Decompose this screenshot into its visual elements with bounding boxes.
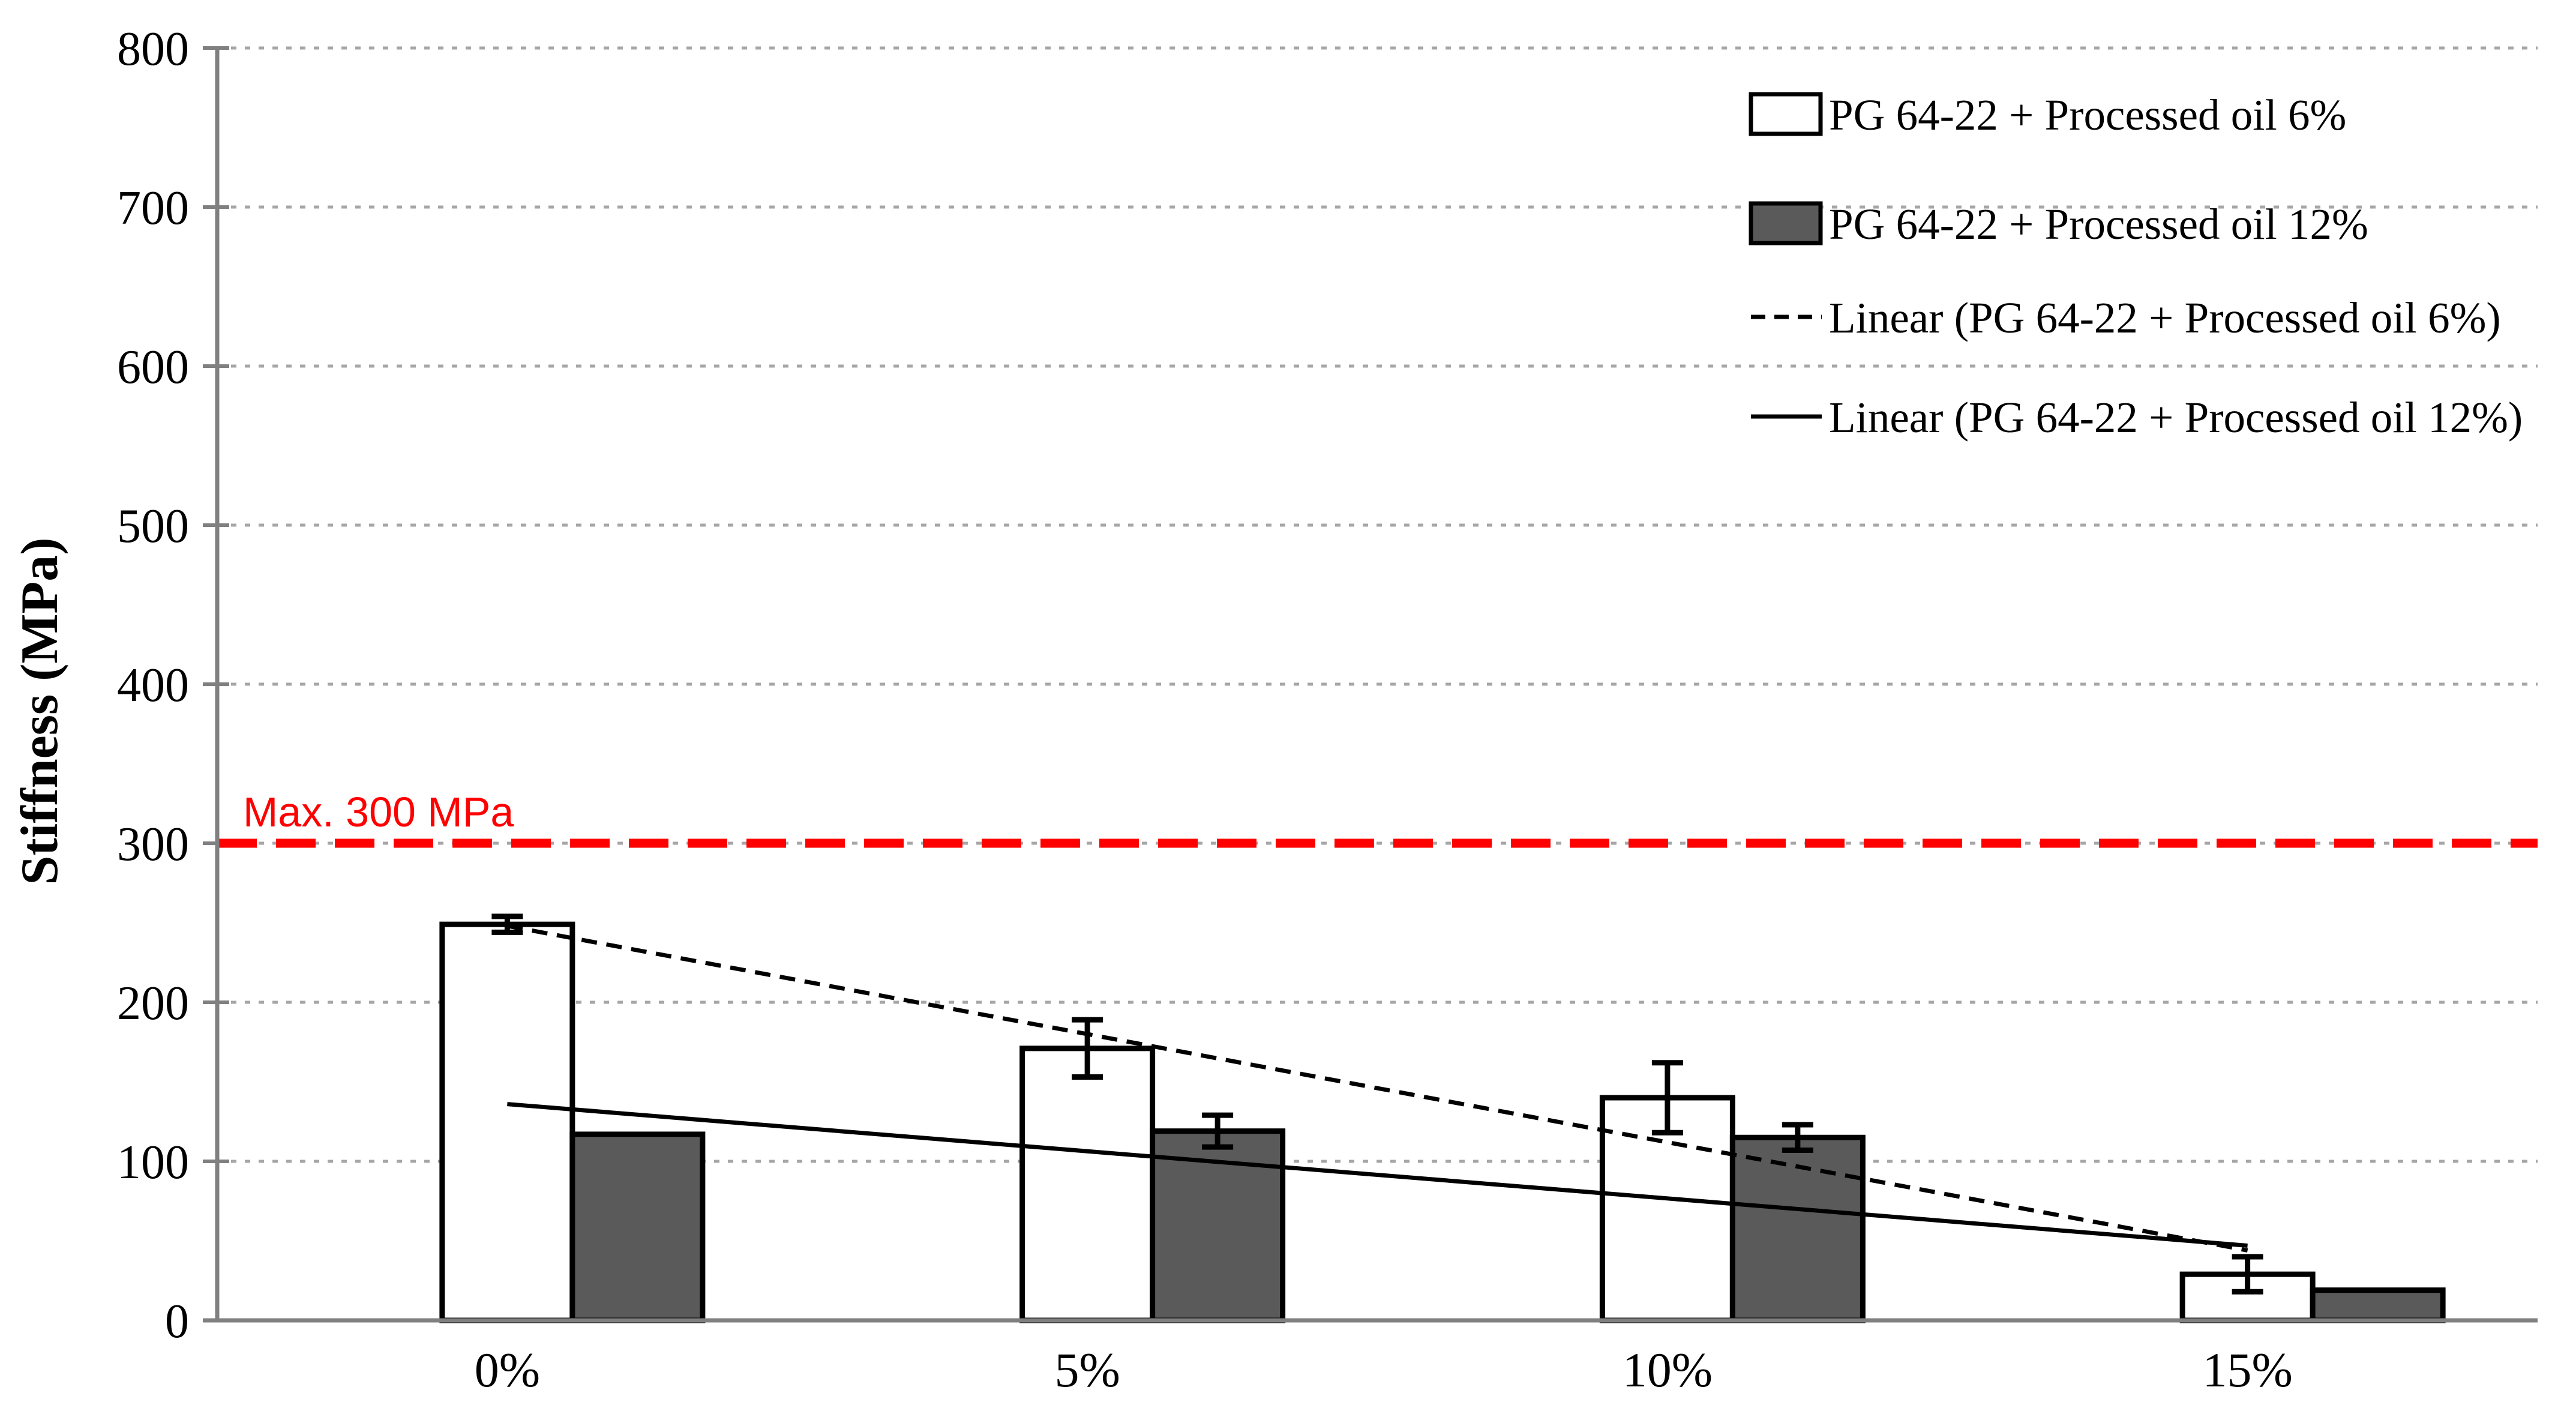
bar-series1-0%: [439, 921, 575, 1323]
y-axis-title: Stiffness (MPa): [11, 537, 69, 885]
y-tick-label: 100: [117, 1136, 189, 1189]
legend-series1-marker-swatch: [1749, 92, 1823, 136]
x-category-label: 15%: [2202, 1343, 2292, 1397]
y-tick-label: 400: [117, 659, 189, 712]
y-axis-labels: 0 100 200 300 400 500 600 700 800: [117, 23, 189, 1348]
y-tick-label: 500: [117, 500, 189, 553]
x-category-label: 0%: [475, 1343, 540, 1397]
trendline-solid: [507, 1102, 2248, 1248]
legend-trend-solid-label: Linear (PG 64-22 + Processed oil 12%): [1829, 393, 2523, 442]
bar-series2-15%: [2310, 1287, 2446, 1323]
legend-trend-dashed-entry: Linear (PG 64-22 + Processed oil 6%): [1751, 293, 2501, 342]
x-category-label: 5%: [1054, 1343, 1120, 1397]
y-tick-label: 200: [117, 977, 189, 1030]
y-tick-label: 300: [117, 818, 189, 871]
trendline-dashed: [506, 924, 2248, 1253]
bar-series1-5%: [1019, 1045, 1156, 1323]
legend-trend-solid-entry: Linear (PG 64-22 + Processed oil 12%): [1751, 393, 2523, 442]
legend-series2-label: PG 64-22 + Processed oil 12%: [1829, 200, 2368, 248]
y-tick-label: 700: [117, 182, 189, 235]
error-bars: [491, 913, 2263, 1295]
legend-series1-entry: PG 64-22 + Processed oil 6%: [1749, 91, 2346, 139]
x-axis-labels: 0% 5% 10% 15%: [475, 1343, 2293, 1397]
y-tick-label: 600: [117, 341, 189, 394]
bar-series2-0%: [569, 1131, 706, 1323]
y-tick-label: 0: [165, 1295, 189, 1348]
legend: PG 64-22 + Processed oil 6% PG 64-22 + Pr…: [1749, 91, 2523, 442]
max-limit-label: Max. 300 MPa: [243, 789, 514, 835]
legend-series2-marker-swatch: [1749, 201, 1823, 245]
legend-series1-label: PG 64-22 + Processed oil 6%: [1829, 91, 2346, 139]
y-tick-label: 800: [117, 23, 189, 76]
x-category-label: 10%: [1623, 1343, 1713, 1397]
legend-trend-dashed-label: Linear (PG 64-22 + Processed oil 6%): [1829, 293, 2501, 342]
legend-series2-entry: PG 64-22 + Processed oil 12%: [1749, 200, 2368, 248]
